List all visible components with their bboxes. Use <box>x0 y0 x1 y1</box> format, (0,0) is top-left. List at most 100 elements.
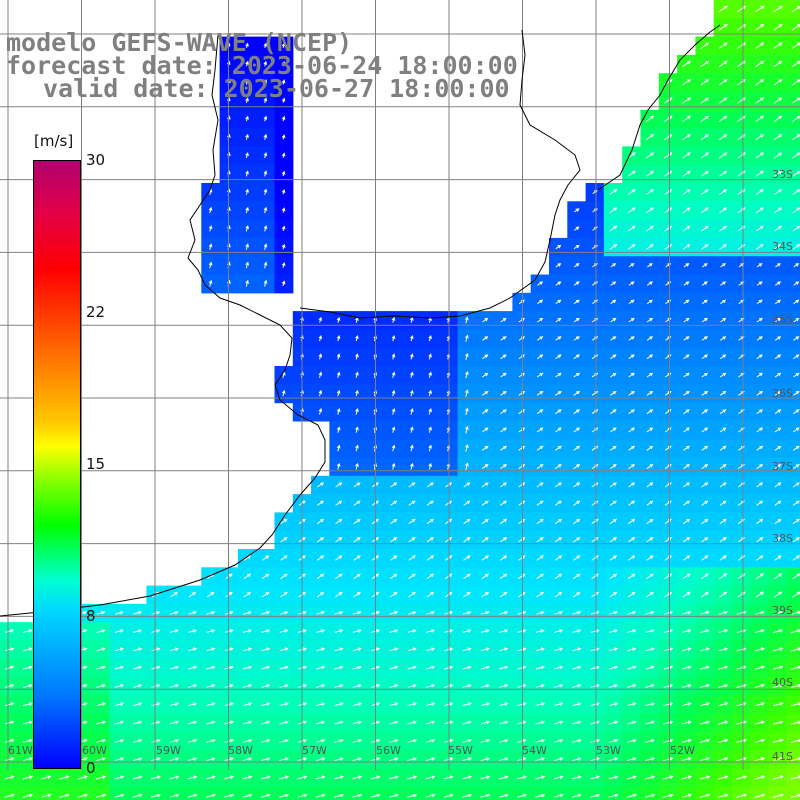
wind-arrow <box>774 354 782 360</box>
wind-speed-cell <box>786 91 800 111</box>
wind-speed-cell <box>311 786 330 800</box>
wind-speed-cell <box>786 146 800 166</box>
wind-arrow <box>279 702 289 707</box>
wind-arrow <box>719 591 728 598</box>
wind-arrow <box>407 720 417 725</box>
wind-arrow <box>626 720 637 725</box>
wind-arrow <box>609 189 618 196</box>
wind-arrow <box>353 518 361 525</box>
wind-arrow <box>663 720 674 725</box>
wind-speed-cell <box>786 54 800 74</box>
title-forecast-date: forecast date: 2023-06-24 18:00:00 <box>6 51 518 80</box>
wind-speed-cell <box>183 786 202 800</box>
wind-arrow <box>736 720 747 725</box>
wind-arrow <box>791 628 800 634</box>
wind-arrow <box>628 518 636 525</box>
wind-arrow <box>720 299 727 305</box>
wind-arrow <box>114 738 125 743</box>
wind-arrow <box>645 629 655 633</box>
wind-arrow <box>681 665 692 670</box>
wind-arrow <box>444 720 454 725</box>
wind-arrow <box>263 79 268 85</box>
wind-arrow <box>245 133 249 140</box>
wind-arrow <box>627 683 637 688</box>
wind-arrow <box>465 443 469 452</box>
wind-arrow <box>719 207 728 214</box>
wind-arrow <box>263 225 268 232</box>
wind-arrow <box>718 97 728 104</box>
wind-arrow <box>646 281 653 286</box>
wind-arrow <box>774 518 782 525</box>
wind-arrow <box>462 610 472 615</box>
wind-arrow <box>554 537 563 543</box>
wind-arrow <box>754 610 765 615</box>
wind-arrow <box>336 316 341 323</box>
wind-arrow <box>462 793 473 798</box>
wind-arrow <box>499 629 509 633</box>
wind-arrow <box>336 407 341 415</box>
wind-arrow <box>352 647 362 652</box>
wind-arrow <box>773 591 783 598</box>
wind-arrow <box>646 225 654 232</box>
wind-arrow <box>187 684 198 688</box>
wind-arrow <box>701 263 708 268</box>
wind-arrow <box>756 263 763 268</box>
wind-speed-cell <box>494 786 513 800</box>
title-valid-date: valid date: 2023-06-27 18:00:00 <box>43 74 510 103</box>
wind-arrow <box>536 537 544 543</box>
wind-arrow <box>554 610 564 615</box>
wind-arrow <box>4 647 15 652</box>
wind-arrow <box>281 134 286 140</box>
wind-arrow <box>683 336 690 341</box>
wind-arrow <box>389 720 399 725</box>
wind-arrow <box>352 684 362 688</box>
wind-arrow <box>736 683 747 688</box>
wind-arrow <box>389 684 399 688</box>
wind-arrow <box>627 207 636 214</box>
wind-arrow <box>646 500 654 506</box>
wind-arrow <box>791 683 800 688</box>
wind-arrow <box>4 683 15 688</box>
lat-label: 33S <box>772 168 793 181</box>
wind-arrow <box>151 757 161 762</box>
wind-arrow <box>663 775 674 780</box>
wind-arrow <box>754 775 766 780</box>
wind-arrow <box>169 738 180 743</box>
wind-arrow <box>463 573 471 580</box>
wind-arrow <box>4 702 15 707</box>
wind-arrow <box>628 482 636 488</box>
wind-arrow <box>498 702 509 707</box>
wind-arrow <box>773 24 783 31</box>
wind-arrow <box>683 463 690 470</box>
lon-label: 53W <box>596 744 621 757</box>
wind-arrow <box>773 5 783 13</box>
wind-arrow <box>773 78 783 86</box>
colorbar-tick-0: 0 <box>86 759 96 777</box>
wind-arrow <box>261 555 270 561</box>
wind-arrow <box>718 78 728 86</box>
wind-arrow <box>465 334 469 342</box>
wind-arrow <box>114 684 125 688</box>
wind-arrow <box>683 500 691 506</box>
wind-arrow <box>425 684 436 688</box>
wind-arrow <box>573 317 580 323</box>
wind-arrow <box>793 263 800 268</box>
wind-arrow <box>628 391 635 396</box>
wind-arrow <box>701 409 709 415</box>
wind-arrow <box>608 683 619 688</box>
wind-arrow <box>263 206 268 214</box>
wind-speed-cell <box>91 786 111 800</box>
wind-arrow <box>719 244 728 250</box>
wind-arrow <box>718 134 728 141</box>
wind-arrow <box>792 500 800 506</box>
wind-arrow <box>334 757 344 762</box>
wind-arrow <box>646 409 654 415</box>
colorbar-unit: [m/s] <box>34 132 74 150</box>
wind-arrow <box>718 683 729 688</box>
wind-arrow <box>316 555 325 561</box>
wind-arrow <box>775 281 782 286</box>
wind-arrow <box>645 170 655 177</box>
wind-arrow <box>206 702 216 707</box>
wind-speed-cell <box>292 786 312 800</box>
wind-arrow <box>206 684 216 688</box>
